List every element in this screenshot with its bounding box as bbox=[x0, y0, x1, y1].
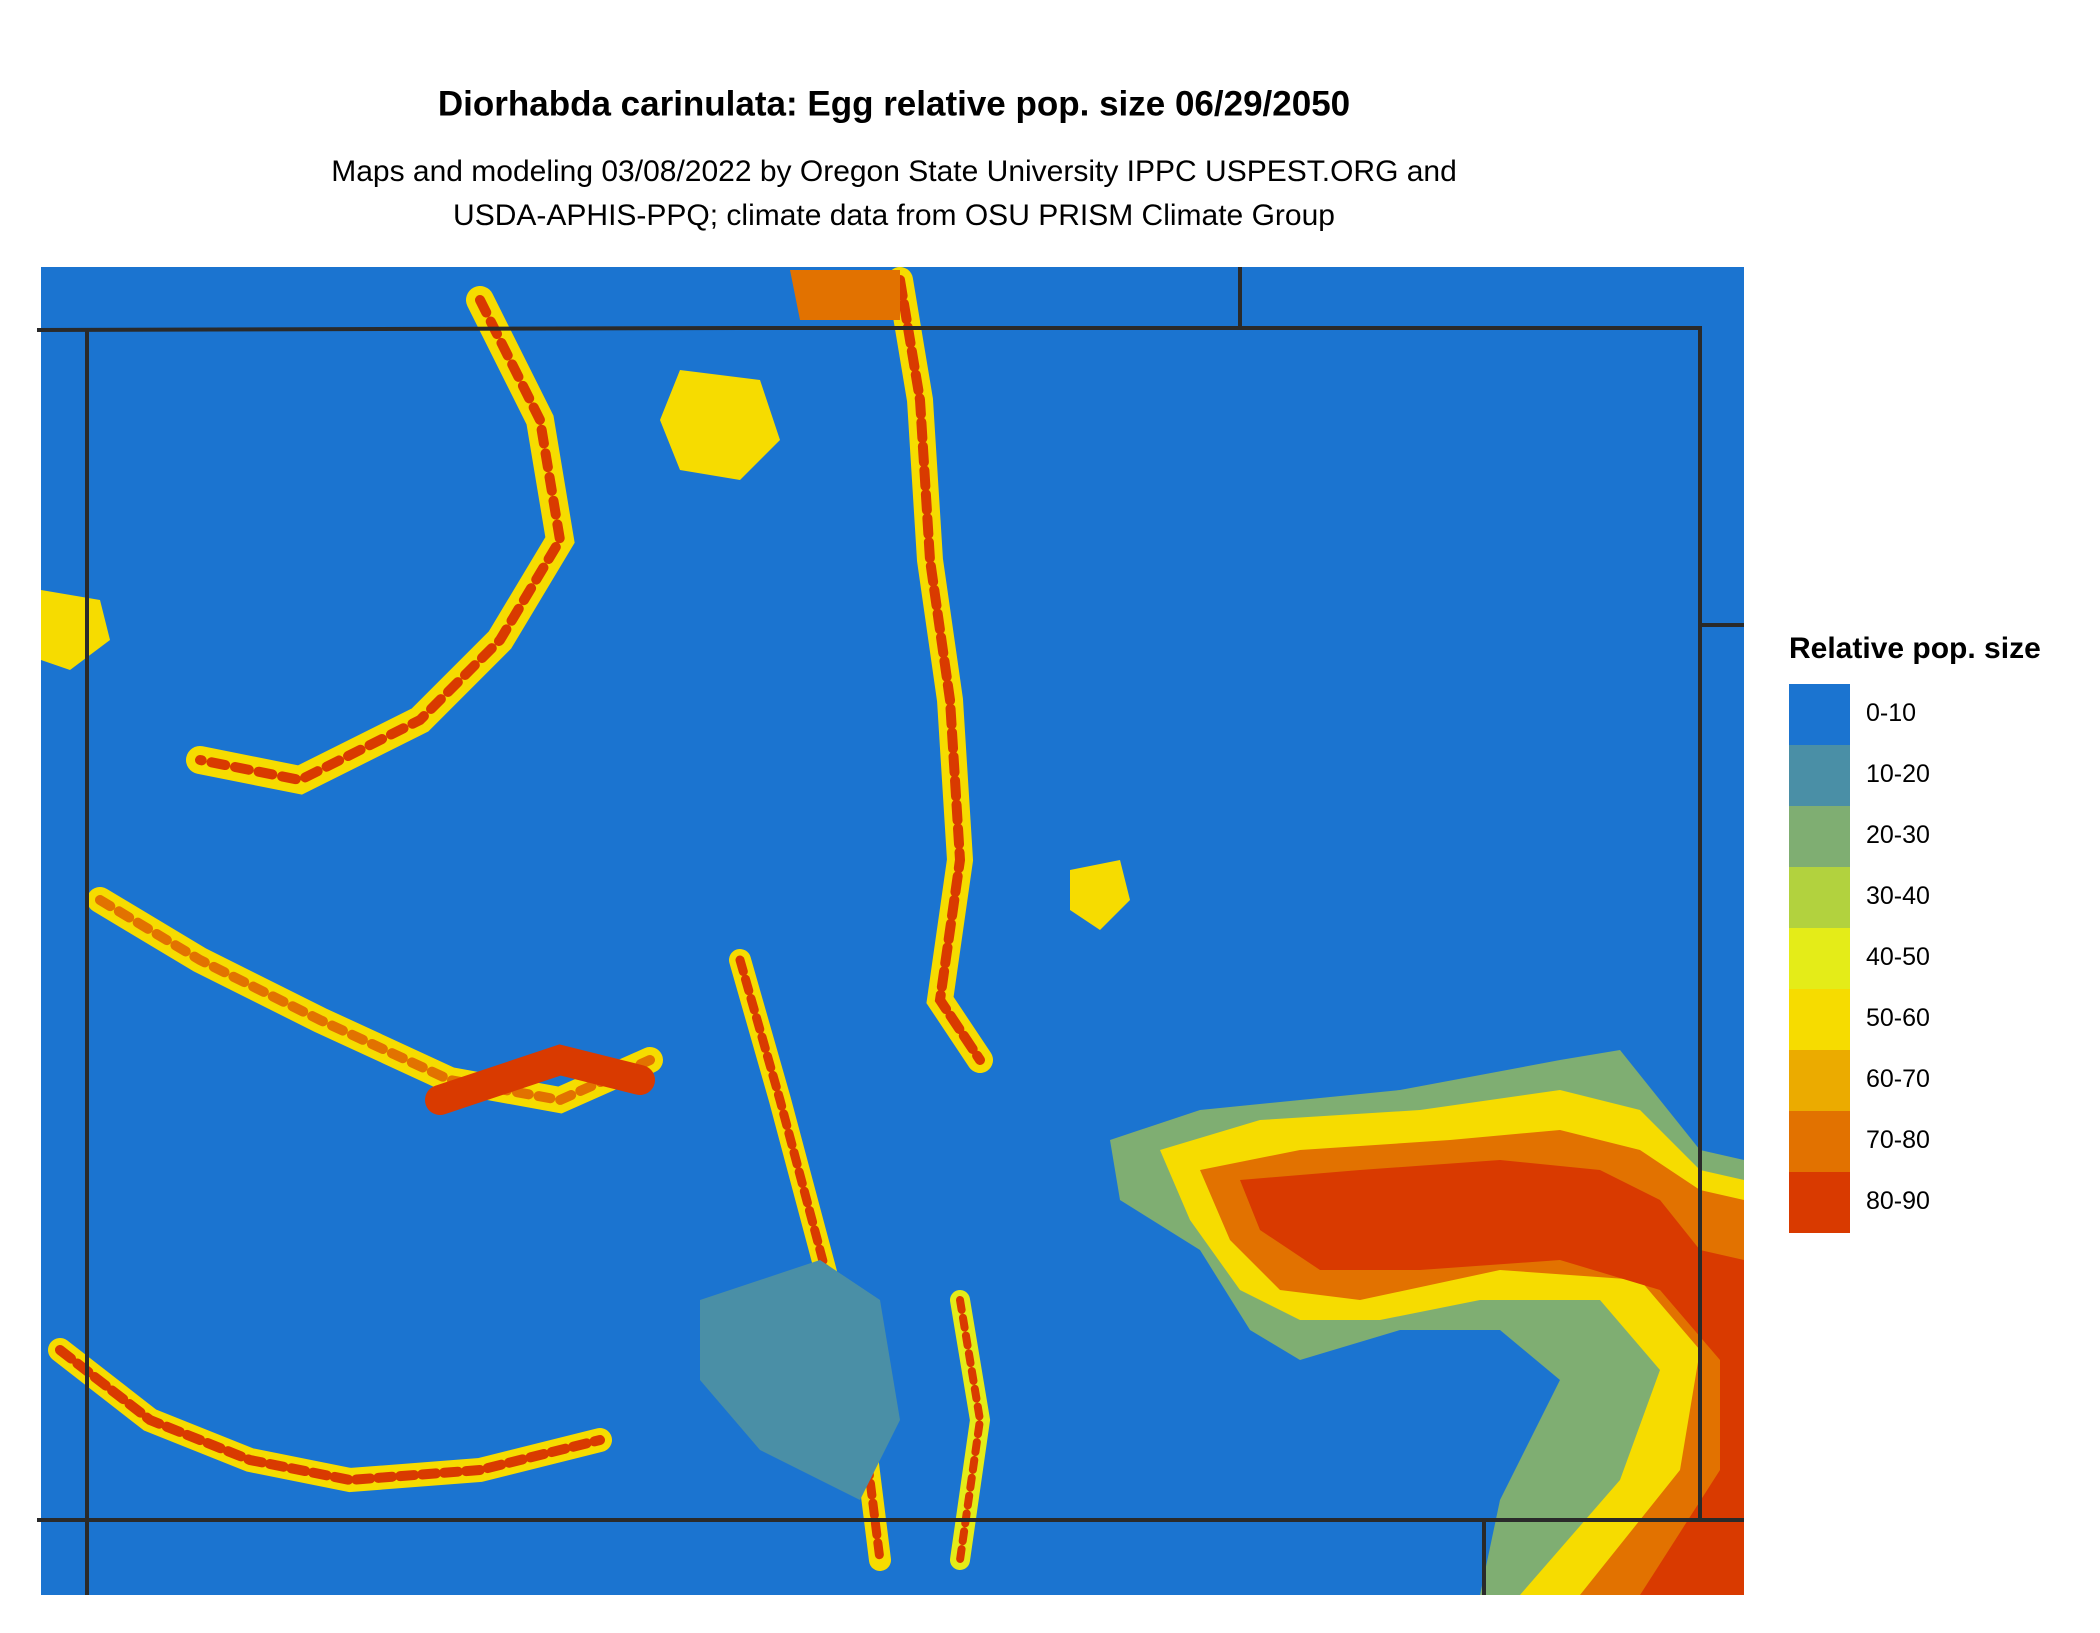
legend-swatch bbox=[1789, 867, 1850, 928]
legend-swatch bbox=[1789, 989, 1850, 1050]
legend-label: 80-90 bbox=[1866, 1187, 1930, 1215]
map-background bbox=[41, 267, 1744, 1595]
legend-label: 10-20 bbox=[1866, 760, 1930, 788]
legend-label: 20-30 bbox=[1866, 821, 1930, 849]
legend-swatch bbox=[1789, 1111, 1850, 1172]
map-region bbox=[660, 370, 780, 480]
map-region bbox=[41, 590, 110, 670]
legend-label: 70-80 bbox=[1866, 1126, 1930, 1154]
map-region bbox=[1070, 860, 1130, 930]
legend-swatch bbox=[1789, 684, 1850, 745]
legend-swatch bbox=[1789, 745, 1850, 806]
map-subtitle: Maps and modeling 03/08/2022 by Oregon S… bbox=[331, 155, 1457, 188]
legend: 0-10 10-20 20-30 30-40 40-50 50-60 60-70 70-80 8… bbox=[1789, 684, 1930, 1233]
map-region bbox=[790, 270, 900, 320]
map-subtitle: USDA-APHIS-PPQ; climate data from OSU PR… bbox=[453, 199, 1335, 232]
legend-label: 0-10 bbox=[1866, 699, 1916, 727]
legend-label: 30-40 bbox=[1866, 882, 1930, 910]
map-region bbox=[700, 1260, 900, 1500]
legend-swatch bbox=[1789, 1172, 1850, 1233]
legend-label: 60-70 bbox=[1866, 1065, 1930, 1093]
legend-title: Relative pop. size bbox=[1789, 632, 2041, 665]
map-streaks bbox=[48, 267, 993, 1571]
legend-swatch bbox=[1789, 928, 1850, 989]
legend-label: 50-60 bbox=[1866, 1004, 1930, 1032]
map-title: Diorhabda carinulata: Egg relative pop. … bbox=[438, 84, 1350, 123]
legend-label: 40-50 bbox=[1866, 943, 1930, 971]
legend-swatch bbox=[1789, 806, 1850, 867]
map bbox=[36, 267, 1744, 1595]
map-region bbox=[1240, 1160, 1744, 1595]
legend-swatch bbox=[1789, 1050, 1850, 1111]
